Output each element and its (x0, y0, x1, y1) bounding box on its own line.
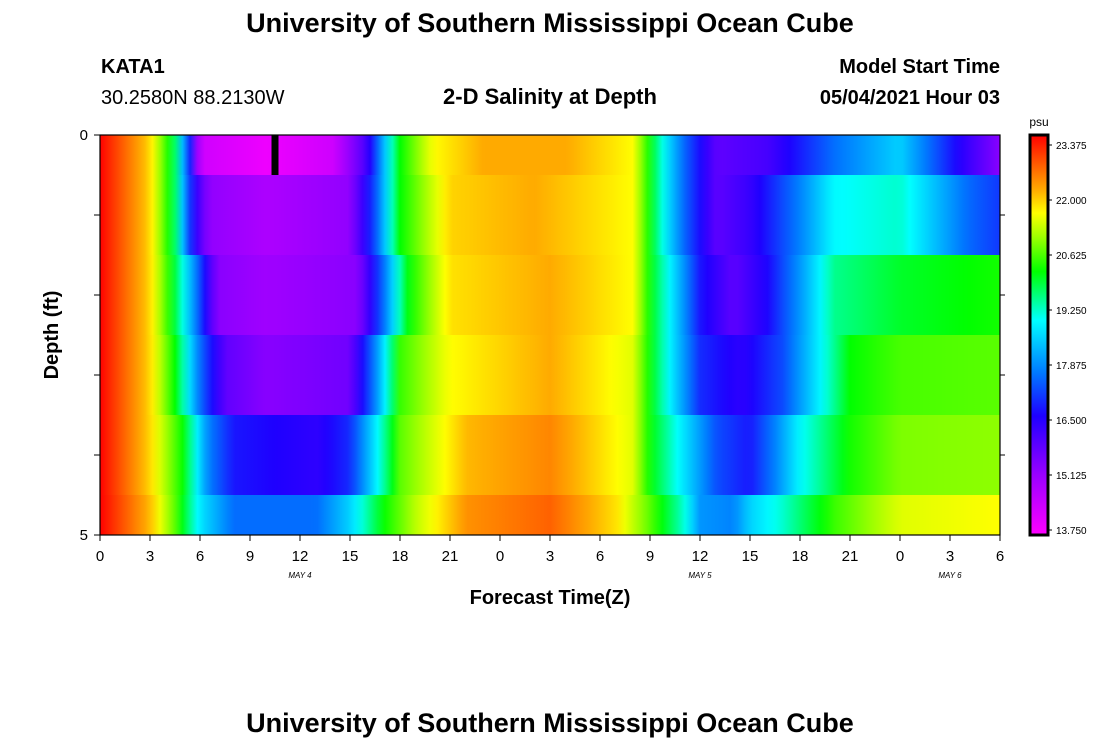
date-label: MAY 4 (288, 571, 312, 580)
date-label: MAY 5 (688, 571, 712, 580)
x-tick-label: 21 (442, 548, 459, 565)
x-tick-label: 6 (196, 548, 204, 565)
date-label: MAY 6 (938, 571, 962, 580)
heatmap-layer (100, 135, 1000, 175)
x-tick-label: 18 (392, 548, 409, 565)
x-tick-label: 12 (692, 548, 709, 565)
y-tick-label: 5 (80, 527, 88, 544)
x-tick-label: 15 (742, 548, 759, 565)
x-tick-label: 0 (496, 548, 504, 565)
x-tick-label: 21 (842, 548, 859, 565)
time-marker-bar (271, 135, 279, 175)
heatmap-layer (100, 415, 1000, 495)
station-coords: 30.2580N 88.2130W (101, 87, 285, 109)
colorbar-tick-label: 15.125 (1056, 471, 1087, 482)
y-axis-label: Depth (ft) (41, 291, 63, 380)
x-axis-label: Forecast Time(Z) (470, 587, 631, 609)
x-tick-label: 3 (946, 548, 954, 565)
x-axis: 0 3 6 9 12 15 18 21 0 3 6 9 12 15 18 21 0 3 6 MAY 4 MAY 5 MAY… (96, 535, 1004, 580)
x-tick-label: 6 (996, 548, 1004, 565)
bottom-title: University of Southern Mississippi Ocean… (246, 708, 854, 738)
x-tick-label: 0 (896, 548, 904, 565)
y-axis: 05 (80, 127, 1005, 544)
colorbar-tick-label: 17.875 (1056, 361, 1087, 372)
colorbar-tick-label: 13.750 (1056, 526, 1087, 537)
x-tick-label: 18 (792, 548, 809, 565)
colorbar-tick-label: 23.375 (1056, 141, 1087, 152)
x-tick-label: 0 (96, 548, 104, 565)
x-tick-label: 9 (646, 548, 654, 565)
x-tick-label: 3 (546, 548, 554, 565)
x-tick-label: 6 (596, 548, 604, 565)
colorbar-tick-label: 19.250 (1056, 306, 1087, 317)
colorbar-tick-label: 22.000 (1056, 196, 1087, 207)
heatmap-layer (100, 175, 1000, 255)
colorbar-bar (1028, 133, 1050, 537)
model-start-label: Model Start Time (839, 56, 1000, 78)
colorbar-tick-label: 20.625 (1056, 251, 1087, 262)
top-title: University of Southern Mississippi Ocean… (246, 8, 854, 38)
station-id: KATA1 (101, 56, 165, 78)
x-tick-label: 12 (292, 548, 309, 565)
colorbar-tick-label: 16.500 (1056, 416, 1087, 427)
heatmap-layer (100, 335, 1000, 415)
current-time-marker (271, 135, 279, 175)
colorbar-unit: psu (1029, 115, 1048, 129)
plot-title: 2-D Salinity at Depth (443, 84, 657, 109)
model-start-value: 05/04/2021 Hour 03 (819, 87, 1000, 109)
heatmap-layer (100, 255, 1000, 335)
heatmap-layers (100, 135, 1000, 535)
x-tick-label: 15 (342, 548, 359, 565)
colorbar: psu 23.375 22.000 20.625 19.250 17.875 16.500 1… (1028, 115, 1087, 537)
y-tick-label: 0 (80, 127, 88, 144)
x-tick-label: 9 (246, 548, 254, 565)
x-tick-label: 3 (146, 548, 154, 565)
heatmap-layer (100, 495, 1000, 535)
